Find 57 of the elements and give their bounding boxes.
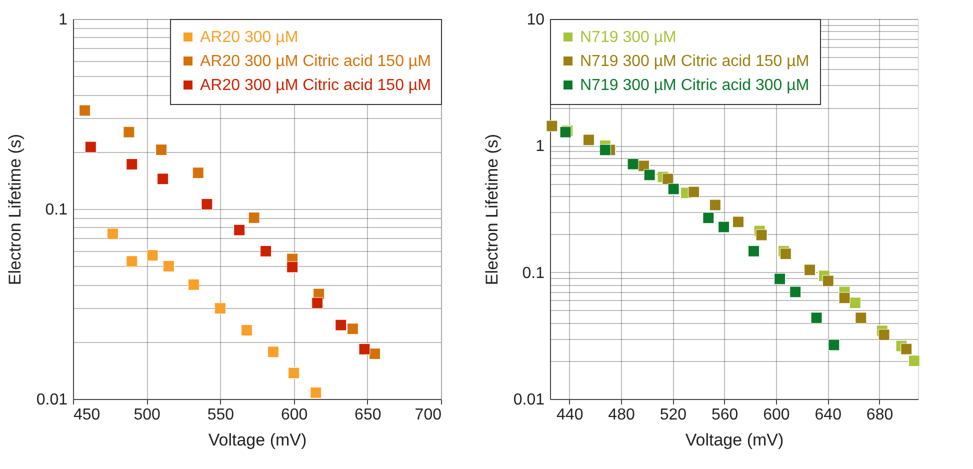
point — [668, 183, 680, 195]
point — [709, 199, 721, 211]
point — [855, 312, 867, 324]
y-axis-title: Electron Lifetime (s) — [5, 134, 24, 286]
legend-label: N719 300 µM Citric acid 150 µM — [580, 53, 810, 70]
x-axis-title: Voltage (mV) — [685, 430, 784, 450]
point — [662, 173, 674, 185]
point — [702, 212, 714, 224]
legend-label: AR20 300 µM Citric acid 150 µM — [200, 53, 431, 70]
point — [849, 297, 861, 309]
x-tick-label: 640 — [814, 406, 842, 424]
x-tick-label: 600 — [763, 406, 790, 424]
y-tick-label: 1 — [536, 138, 545, 156]
point — [790, 286, 802, 298]
point — [546, 120, 558, 132]
y-tick-label: 1 — [58, 12, 68, 28]
point — [822, 275, 834, 287]
point — [838, 292, 850, 304]
point — [878, 329, 890, 341]
point — [688, 186, 700, 198]
point — [748, 245, 760, 257]
point — [644, 169, 656, 181]
y-tick-label: 10 — [526, 12, 545, 28]
point — [780, 248, 792, 260]
y-tick-label: 0.01 — [36, 392, 68, 408]
x-tick-label: 700 — [414, 406, 442, 424]
legend-label: AR20 300 µM Citric acid 150 µM — [200, 77, 431, 94]
point — [828, 339, 840, 351]
point — [810, 312, 822, 324]
point — [908, 355, 920, 367]
point — [804, 264, 816, 276]
y-tick-label: 0.01 — [513, 392, 545, 408]
x-tick-label: 600 — [280, 406, 308, 424]
y-tick-label: 0.1 — [45, 202, 68, 218]
x-tick-label: 550 — [207, 406, 234, 424]
point — [732, 216, 744, 228]
point — [756, 229, 768, 241]
legend-label: N719 300 µM — [580, 29, 676, 46]
y-axis-title: Electron Lifetime (s) — [482, 134, 502, 286]
point — [599, 144, 611, 156]
x-tick-label: 440 — [556, 406, 584, 424]
y-tick-label: 0.1 — [522, 264, 545, 282]
x-tick-label: 680 — [866, 406, 894, 424]
point — [583, 134, 594, 146]
legend-label: N719 300 µM Citric acid 300 µM — [580, 77, 810, 94]
x-axis-title: Voltage (mV) — [208, 430, 307, 450]
x-tick-label: 650 — [354, 406, 382, 424]
legend-label: AR20 300 µM — [200, 29, 298, 46]
x-tick-label: 500 — [134, 406, 161, 424]
x-tick-label: 520 — [660, 406, 687, 424]
x-tick-label: 560 — [711, 406, 738, 424]
x-tick-label: 450 — [74, 406, 100, 424]
point — [627, 158, 639, 170]
x-tick-label: 480 — [608, 406, 635, 424]
point — [718, 221, 730, 233]
point — [774, 273, 786, 285]
point — [900, 343, 912, 355]
